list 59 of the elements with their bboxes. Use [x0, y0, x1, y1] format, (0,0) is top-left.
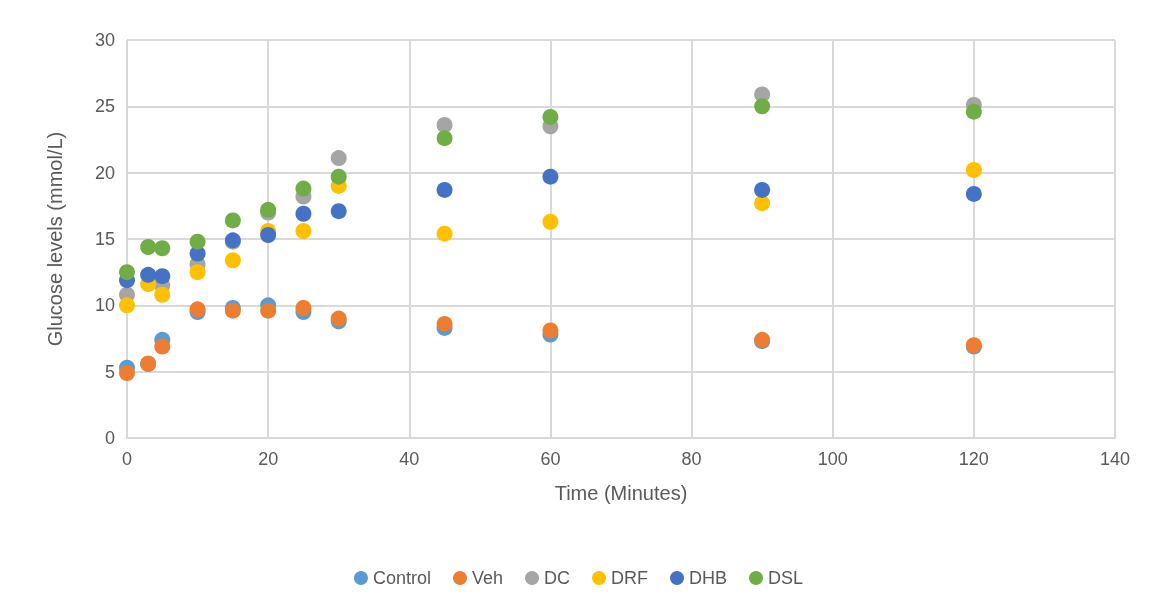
x-tick-label: 0 [121, 449, 133, 469]
x-tick-label: 20 [258, 449, 279, 469]
point [260, 227, 277, 244]
point [154, 338, 171, 355]
x-axis-title: Time (Minutes) [554, 482, 688, 504]
legend-label: DHB [689, 568, 728, 588]
point [154, 286, 171, 303]
x-tick-label: 80 [681, 449, 702, 469]
point [330, 168, 347, 185]
y-tick-label: 20 [94, 162, 115, 183]
point [436, 181, 453, 198]
point [154, 268, 171, 285]
x-tick-label: 40 [399, 449, 420, 469]
point [189, 264, 206, 281]
point [295, 180, 312, 197]
point [754, 181, 771, 198]
legend-label: Veh [471, 568, 504, 588]
point [436, 225, 453, 242]
point [436, 130, 453, 147]
legend-label: Control [372, 568, 431, 588]
y-tick-label: 30 [94, 30, 115, 50]
point [436, 315, 453, 332]
y-tick-label: 0 [104, 428, 115, 448]
point [119, 365, 135, 381]
point [224, 252, 241, 269]
point [542, 108, 559, 125]
point [119, 297, 135, 314]
point [224, 212, 241, 229]
point [754, 195, 771, 212]
y-tick-label: 15 [94, 229, 115, 249]
legend-label: DRF [611, 568, 649, 588]
x-tick-label: 140 [1099, 449, 1131, 469]
y-tick-label: 25 [94, 96, 115, 117]
point [154, 240, 171, 257]
point [295, 223, 312, 240]
point [189, 233, 206, 250]
y-tick-label: 10 [94, 295, 115, 316]
point [965, 162, 982, 179]
point [119, 264, 135, 281]
x-tick-label: 100 [817, 449, 848, 469]
point [965, 185, 982, 202]
point [330, 150, 347, 167]
point [965, 103, 982, 120]
point [542, 168, 559, 185]
y-tick-label: 5 [104, 361, 115, 382]
point [295, 205, 312, 222]
point [542, 322, 559, 339]
point [140, 266, 157, 283]
y-axis-title: Glucose levels (mmol/L) [44, 131, 66, 347]
point [140, 238, 157, 255]
point [260, 302, 277, 319]
point [754, 98, 771, 115]
point [295, 299, 312, 316]
legend-label: DC [544, 568, 571, 588]
legend-label: DSL [768, 568, 804, 588]
x-tick-label: 60 [540, 449, 561, 469]
point [330, 203, 347, 220]
x-tick-label: 120 [958, 449, 989, 469]
point [542, 213, 559, 230]
